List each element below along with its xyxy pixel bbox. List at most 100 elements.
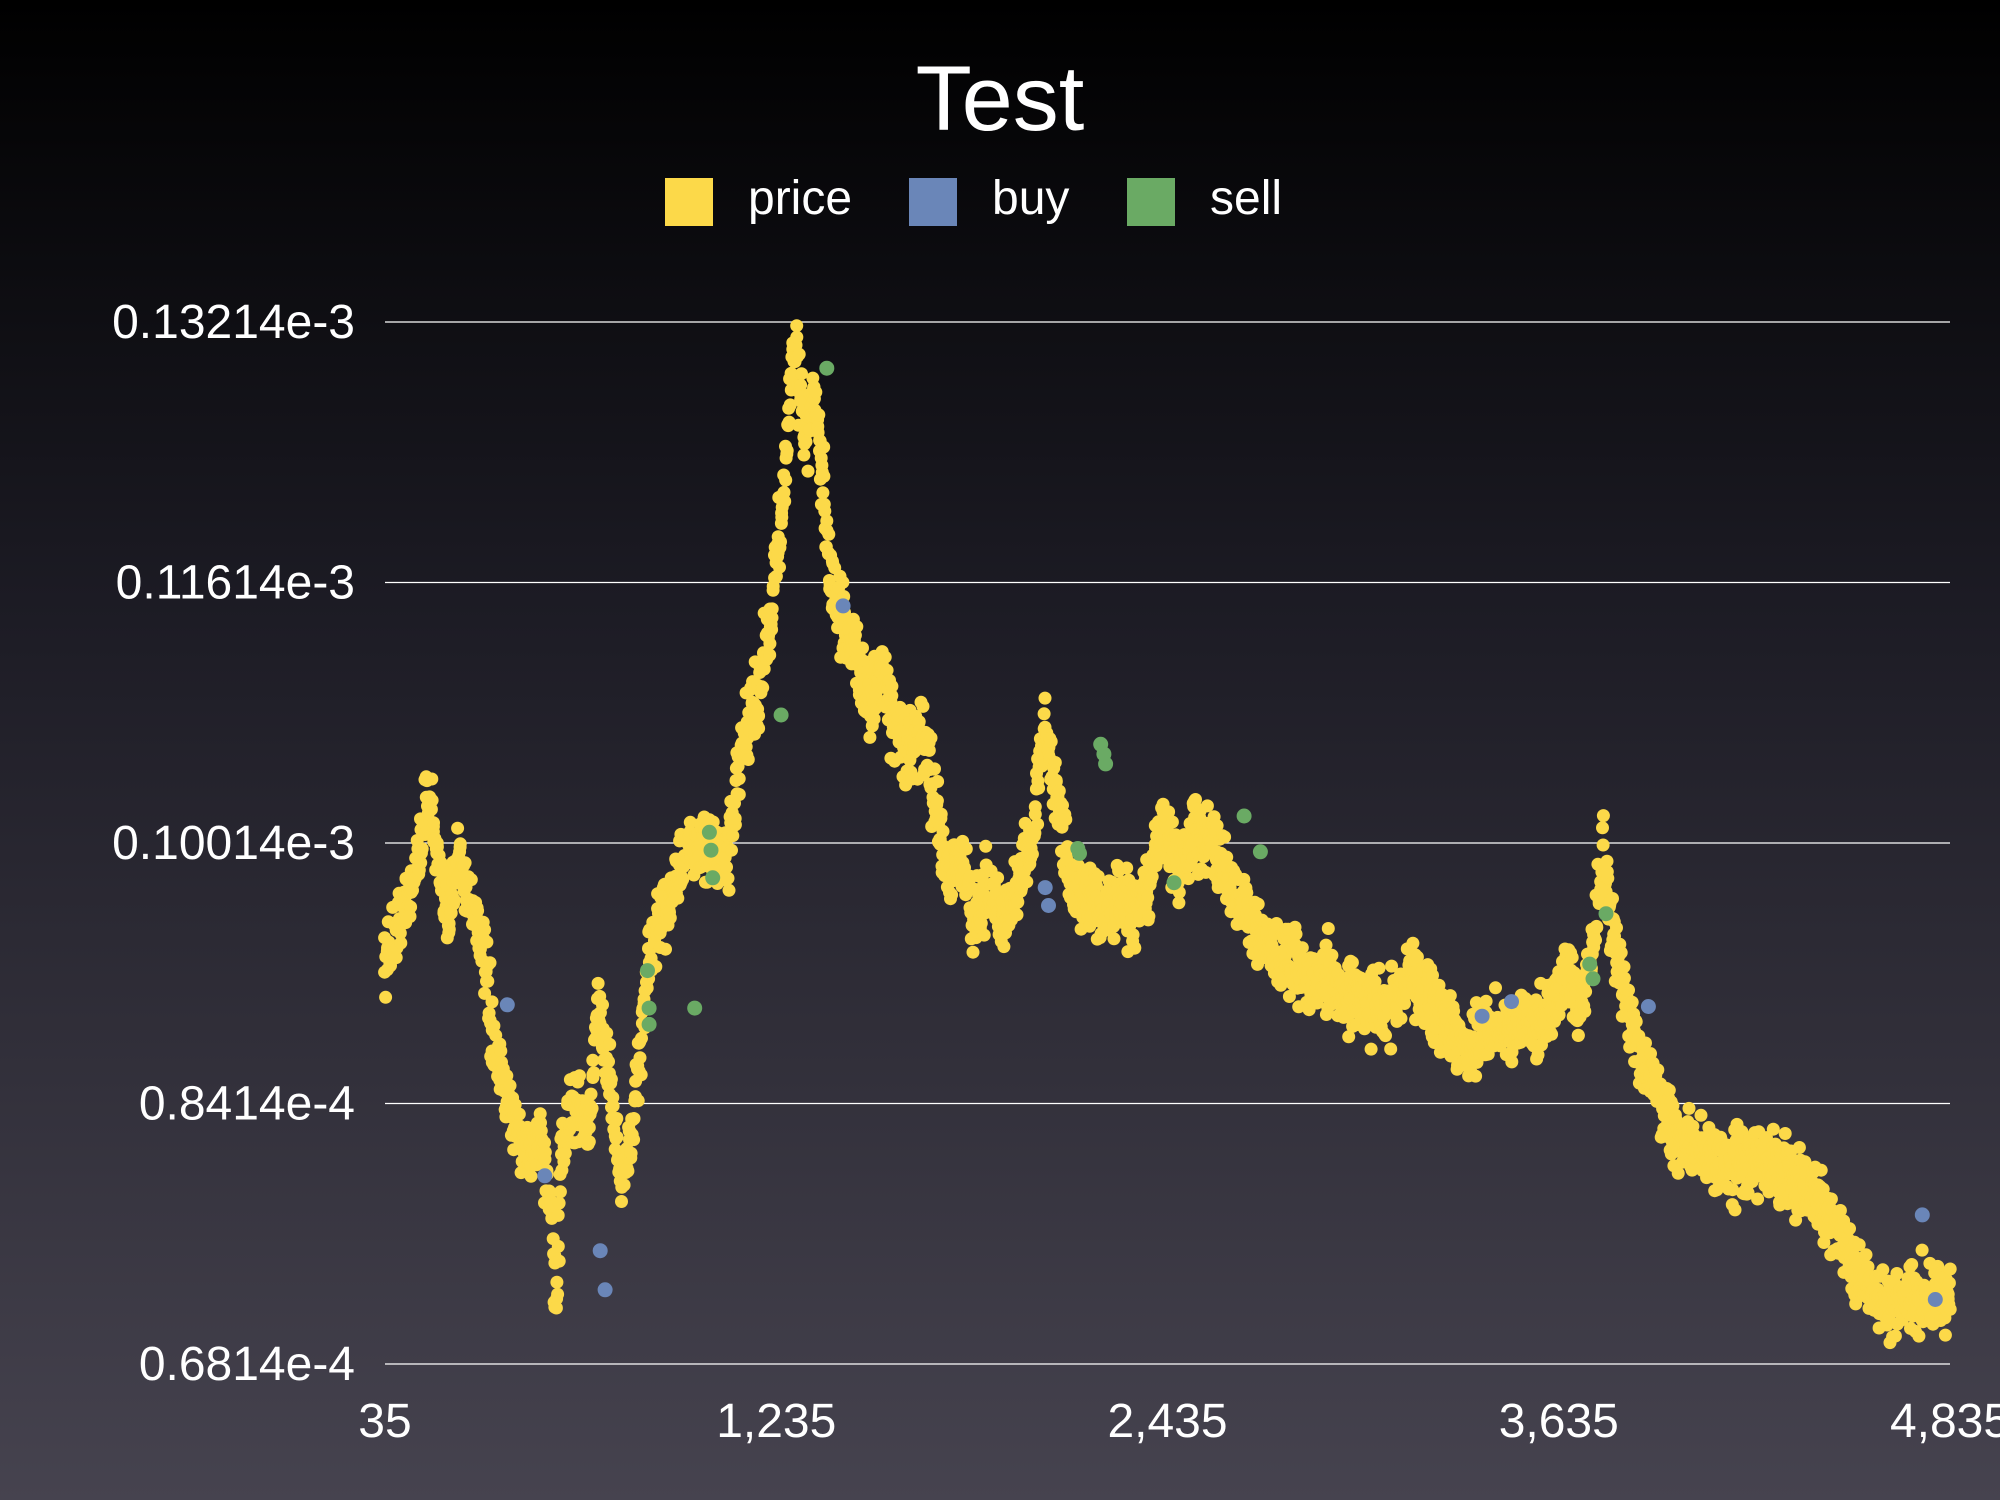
price-point bbox=[551, 1208, 565, 1222]
price-point bbox=[1027, 829, 1041, 843]
price-point bbox=[587, 1066, 601, 1080]
sell-point bbox=[819, 360, 835, 376]
sell-series bbox=[640, 360, 1614, 1032]
price-point bbox=[822, 527, 836, 541]
price-point bbox=[1059, 813, 1073, 826]
price-point bbox=[478, 986, 492, 1000]
price-point bbox=[485, 995, 499, 1009]
price-point bbox=[1617, 960, 1631, 974]
buy-point bbox=[1914, 1207, 1930, 1223]
sell-point bbox=[705, 870, 721, 886]
price-point bbox=[856, 641, 869, 655]
price-point bbox=[930, 794, 944, 808]
price-point bbox=[451, 821, 465, 835]
price-point bbox=[1469, 1069, 1483, 1083]
price-point bbox=[780, 444, 794, 458]
price-point bbox=[726, 829, 740, 843]
price-point bbox=[1596, 821, 1609, 835]
price-point bbox=[585, 1101, 599, 1115]
price-point bbox=[1162, 805, 1176, 819]
price-point bbox=[538, 1136, 551, 1150]
price-point bbox=[1578, 1004, 1592, 1018]
sell-point bbox=[1252, 844, 1268, 860]
price-point bbox=[464, 873, 478, 887]
price-point bbox=[1817, 1236, 1831, 1249]
price-point bbox=[1792, 1141, 1806, 1154]
y-tick-label: 0.10014e-3 bbox=[112, 817, 355, 870]
price-point bbox=[1726, 1183, 1740, 1197]
price-point bbox=[447, 893, 461, 907]
price-point bbox=[1210, 819, 1224, 833]
price-point bbox=[1915, 1243, 1929, 1257]
price-point bbox=[1406, 936, 1420, 950]
price-point bbox=[604, 1076, 618, 1090]
price-point bbox=[635, 1031, 648, 1045]
price-point bbox=[1020, 875, 1034, 889]
price-point bbox=[610, 1112, 624, 1125]
price-point bbox=[1028, 800, 1042, 814]
price-point bbox=[1694, 1108, 1708, 1122]
price-point bbox=[620, 1162, 634, 1175]
buy-series bbox=[499, 598, 1943, 1307]
price-point bbox=[790, 319, 804, 333]
price-point bbox=[816, 486, 830, 500]
price-point bbox=[631, 1094, 645, 1108]
price-point bbox=[1505, 1055, 1519, 1069]
price-point bbox=[790, 330, 804, 344]
price-point bbox=[773, 541, 787, 555]
price-point bbox=[818, 504, 832, 518]
price-point bbox=[1342, 1030, 1356, 1044]
sell-point bbox=[641, 1000, 657, 1016]
price-point bbox=[763, 637, 777, 651]
price-point bbox=[602, 1055, 615, 1069]
price-point bbox=[1571, 1028, 1585, 1042]
sell-point bbox=[773, 707, 789, 723]
price-point bbox=[1579, 985, 1593, 999]
price-point bbox=[1141, 891, 1155, 905]
price-point bbox=[1128, 941, 1142, 955]
price-point bbox=[624, 1146, 638, 1160]
price-point bbox=[931, 775, 945, 788]
price-point bbox=[1126, 928, 1140, 942]
sell-point bbox=[1236, 808, 1252, 824]
buy-point bbox=[592, 1243, 608, 1259]
price-point bbox=[756, 681, 770, 695]
price-point bbox=[659, 942, 672, 956]
y-axis-ticks: 0.6814e-4 0.8414e-4 0.10014e-3 0.11614e-3 0.… bbox=[112, 296, 355, 1391]
price-point bbox=[880, 663, 894, 677]
price-point bbox=[752, 709, 766, 723]
price-point bbox=[582, 1121, 596, 1134]
price-point bbox=[1789, 1213, 1803, 1227]
price-point bbox=[974, 916, 988, 930]
price-point bbox=[1814, 1163, 1828, 1177]
price-point bbox=[1368, 975, 1382, 989]
price-point bbox=[1639, 1036, 1652, 1050]
price-point bbox=[765, 602, 779, 616]
price-point bbox=[1593, 894, 1607, 908]
price-point bbox=[1859, 1248, 1873, 1262]
price-point bbox=[1142, 909, 1156, 923]
price-point bbox=[922, 743, 936, 757]
price-point bbox=[977, 928, 991, 942]
price-point bbox=[403, 910, 417, 923]
price-point bbox=[1010, 908, 1024, 922]
price-point bbox=[552, 1254, 566, 1268]
price-point bbox=[799, 435, 813, 449]
price-point bbox=[1394, 1011, 1408, 1025]
price-point bbox=[1251, 897, 1265, 911]
price-point bbox=[722, 883, 736, 897]
sell-point bbox=[1072, 845, 1087, 861]
price-point bbox=[792, 347, 806, 361]
y-tick-label: 0.13214e-3 bbox=[112, 296, 355, 349]
price-point bbox=[1048, 756, 1062, 769]
price-point bbox=[582, 1135, 596, 1149]
price-point bbox=[1651, 1063, 1665, 1077]
price-point bbox=[1385, 959, 1399, 973]
price-point bbox=[1824, 1192, 1838, 1206]
price-point bbox=[1876, 1263, 1890, 1277]
price-point bbox=[1052, 784, 1066, 798]
price-point bbox=[795, 367, 808, 381]
price-point bbox=[1091, 869, 1105, 883]
price-point bbox=[850, 620, 864, 634]
